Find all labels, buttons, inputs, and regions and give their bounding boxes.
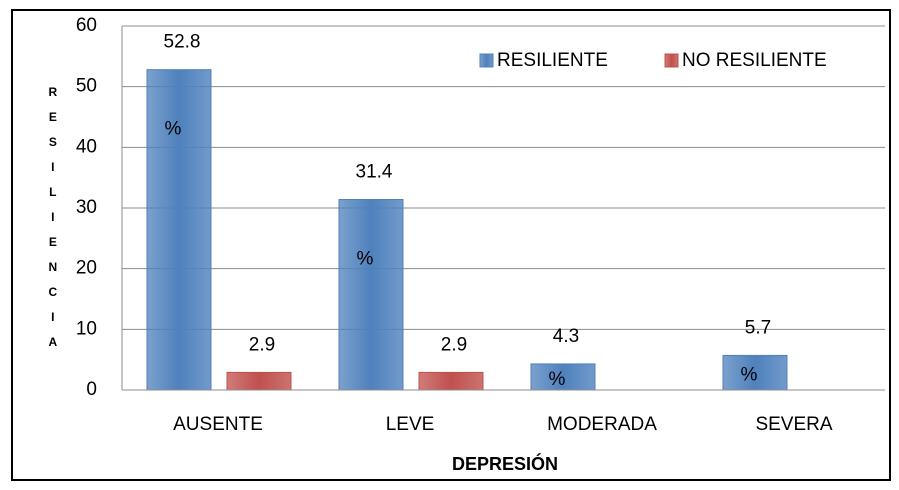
y-tick-label: 30 — [76, 197, 97, 218]
legend-label: RESILIENTE — [497, 50, 608, 71]
unit-label: % — [357, 249, 374, 270]
unit-label: % — [741, 365, 758, 386]
x-tick-label: MODERADA — [547, 414, 657, 435]
y-tick-label: 20 — [76, 258, 97, 279]
bar — [418, 371, 484, 391]
data-label: 5.7 — [745, 317, 771, 338]
y-axis-label: RESILIENCIA — [46, 85, 60, 360]
unit-label: % — [549, 369, 566, 390]
y-tick-label: 60 — [76, 15, 97, 36]
y-tick-label: 50 — [76, 76, 97, 97]
data-label: 31.4 — [356, 162, 393, 183]
data-label: 2.9 — [441, 334, 467, 355]
legend-swatch — [664, 53, 679, 68]
bar — [338, 199, 404, 391]
legend-swatch — [479, 53, 494, 68]
bar — [146, 69, 212, 391]
x-tick-label: AUSENTE — [173, 414, 263, 435]
data-label: 2.9 — [249, 334, 275, 355]
x-tick-label: LEVE — [386, 414, 435, 435]
y-tick-label: 40 — [76, 136, 97, 157]
bar — [226, 371, 292, 391]
chart-border — [11, 9, 891, 481]
bar — [722, 354, 788, 391]
data-label: 52.8 — [164, 32, 201, 53]
legend-label: NO RESILIENTE — [682, 50, 827, 71]
data-label: 4.3 — [553, 326, 579, 347]
unit-label: % — [165, 119, 182, 140]
y-tick-label: 0 — [86, 379, 97, 400]
x-tick-label: SEVERA — [755, 414, 832, 435]
x-axis-label: DEPRESIÓN — [452, 453, 558, 474]
y-tick-label: 10 — [76, 318, 97, 339]
